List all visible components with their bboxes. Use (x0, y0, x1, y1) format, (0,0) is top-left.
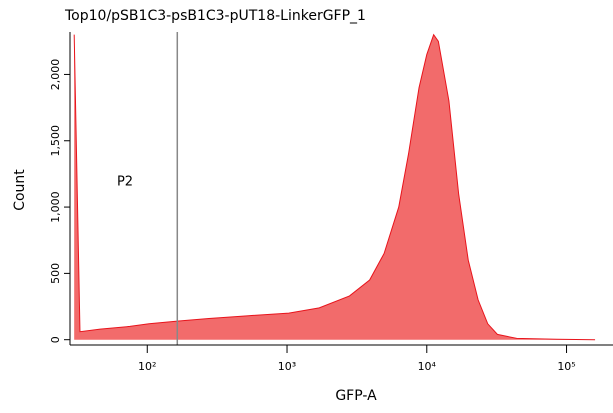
y-tick-label: 1,000 (49, 191, 62, 223)
x-tick-label: 10² (138, 360, 156, 373)
gate-label: P2 (117, 175, 133, 190)
y-tick-label: 0 (49, 336, 62, 343)
chart-title: Top10/pSB1C3-psB1C3-pUT18-LinkerGFP_1 (64, 8, 366, 24)
area-line (73, 33, 596, 341)
x-tick-label: 10⁵ (557, 360, 575, 373)
y-tick-label: 500 (49, 263, 62, 284)
y-tick-label: 1,500 (49, 125, 62, 157)
x-tick-label: 10³ (278, 360, 296, 373)
y-tick-label: 2,000 (49, 59, 62, 91)
x-tick-label: 10⁴ (418, 360, 437, 373)
x-axis-label: GFP-A (335, 388, 377, 404)
area-fill (74, 34, 596, 340)
y-axis-label: Count (12, 169, 28, 211)
